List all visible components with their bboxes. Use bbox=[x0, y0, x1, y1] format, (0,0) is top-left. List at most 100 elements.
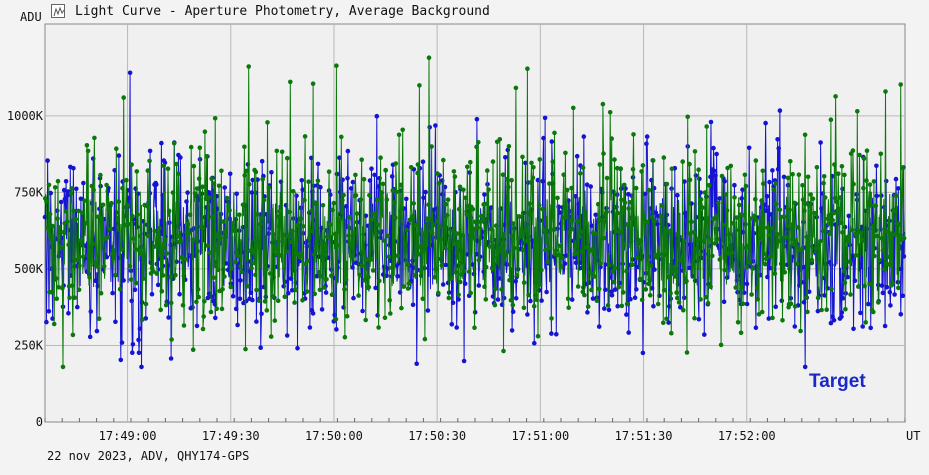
data-point bbox=[76, 287, 82, 293]
data-point bbox=[220, 287, 225, 292]
data-point bbox=[275, 251, 280, 256]
data-point bbox=[308, 228, 313, 234]
data-point bbox=[539, 298, 544, 303]
data-point bbox=[686, 231, 692, 236]
data-point bbox=[459, 272, 465, 277]
data-point bbox=[603, 287, 608, 293]
data-point bbox=[560, 255, 565, 261]
data-point bbox=[65, 193, 70, 198]
data-point bbox=[176, 171, 181, 177]
data-point bbox=[417, 83, 422, 88]
data-point bbox=[426, 202, 431, 207]
data-point bbox=[93, 278, 98, 284]
data-point bbox=[265, 120, 270, 125]
data-point bbox=[246, 64, 251, 69]
data-point bbox=[649, 286, 655, 291]
data-point bbox=[727, 232, 732, 237]
data-point bbox=[802, 364, 808, 370]
data-point bbox=[802, 264, 807, 270]
data-point bbox=[466, 269, 472, 275]
data-point bbox=[69, 186, 74, 191]
data-point bbox=[178, 239, 183, 244]
data-point bbox=[753, 325, 759, 331]
data-point bbox=[489, 226, 494, 232]
data-point bbox=[136, 350, 142, 356]
data-point bbox=[233, 259, 238, 265]
data-point bbox=[822, 195, 828, 200]
data-point bbox=[839, 314, 844, 320]
data-point bbox=[882, 323, 888, 329]
data-point bbox=[549, 316, 554, 321]
x-tick-label: 17:52:00 bbox=[718, 429, 776, 443]
data-point bbox=[573, 194, 578, 199]
data-point bbox=[94, 263, 99, 269]
data-point bbox=[640, 350, 646, 356]
data-point bbox=[235, 253, 241, 259]
data-point bbox=[360, 308, 365, 314]
data-point bbox=[644, 134, 650, 139]
data-point bbox=[851, 181, 856, 187]
data-point bbox=[864, 148, 870, 153]
data-point bbox=[673, 274, 678, 279]
data-point bbox=[361, 176, 367, 182]
data-point bbox=[476, 140, 481, 145]
data-point bbox=[108, 226, 113, 232]
data-point bbox=[773, 181, 778, 186]
data-point bbox=[274, 148, 280, 154]
data-point bbox=[88, 309, 94, 314]
data-point bbox=[314, 273, 320, 279]
data-point bbox=[615, 210, 620, 216]
data-point bbox=[202, 129, 208, 134]
data-point bbox=[710, 253, 715, 259]
data-point bbox=[893, 176, 899, 182]
data-point bbox=[353, 193, 359, 198]
data-point bbox=[168, 274, 173, 280]
data-point bbox=[783, 234, 789, 240]
data-point bbox=[788, 159, 793, 164]
data-point bbox=[113, 272, 118, 278]
data-point bbox=[800, 183, 805, 188]
light-curve-icon[interactable] bbox=[51, 4, 65, 18]
y-tick-label: 750K bbox=[14, 185, 44, 199]
data-point bbox=[872, 253, 877, 259]
data-point bbox=[618, 166, 623, 171]
data-point bbox=[483, 264, 489, 270]
data-point bbox=[821, 180, 826, 186]
data-point bbox=[320, 203, 326, 208]
data-point bbox=[671, 264, 677, 270]
data-point bbox=[634, 287, 639, 292]
data-point bbox=[449, 275, 455, 281]
data-point bbox=[454, 231, 460, 236]
data-point bbox=[564, 187, 570, 193]
data-point bbox=[87, 275, 92, 280]
data-point bbox=[601, 235, 607, 241]
data-point bbox=[318, 273, 323, 279]
x-tick-label: 17:51:30 bbox=[615, 429, 673, 443]
data-point bbox=[729, 250, 735, 256]
data-point bbox=[227, 171, 233, 177]
data-point bbox=[794, 261, 800, 267]
data-point bbox=[684, 278, 689, 284]
data-point bbox=[767, 254, 773, 259]
data-point bbox=[145, 168, 151, 173]
data-point bbox=[787, 207, 792, 213]
data-point bbox=[164, 251, 170, 256]
data-point bbox=[415, 170, 420, 176]
data-point bbox=[647, 206, 653, 211]
data-point bbox=[544, 289, 549, 295]
data-point bbox=[831, 317, 837, 323]
data-point bbox=[493, 286, 498, 292]
data-point bbox=[499, 245, 505, 250]
data-point bbox=[406, 281, 412, 286]
data-point bbox=[780, 318, 785, 323]
data-point bbox=[759, 198, 764, 203]
data-point bbox=[390, 188, 396, 193]
data-point bbox=[538, 282, 543, 287]
data-point bbox=[374, 197, 380, 202]
data-point bbox=[532, 340, 537, 346]
data-point bbox=[742, 172, 748, 178]
data-point bbox=[74, 257, 80, 263]
data-point bbox=[703, 294, 709, 300]
data-point bbox=[232, 228, 237, 234]
data-point bbox=[490, 294, 496, 299]
